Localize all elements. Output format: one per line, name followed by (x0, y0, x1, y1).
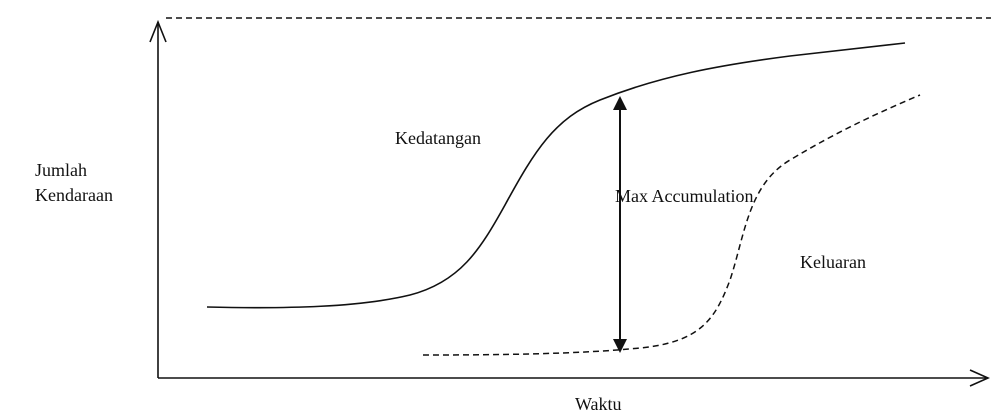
y-axis-label: Kendaraan (35, 185, 113, 205)
x-axis-arrow (969, 369, 990, 387)
y-axis-label: Jumlah (35, 160, 87, 180)
arrival-curve (206, 42, 906, 309)
departure-label: Keluaran (800, 252, 866, 272)
departure-curve (422, 94, 921, 356)
annotation: Max Accumulation (615, 186, 753, 206)
x-axis-label: Waktu (575, 394, 622, 414)
arrival-label: Kedatangan (395, 128, 481, 148)
y-axis-arrow (149, 19, 167, 43)
